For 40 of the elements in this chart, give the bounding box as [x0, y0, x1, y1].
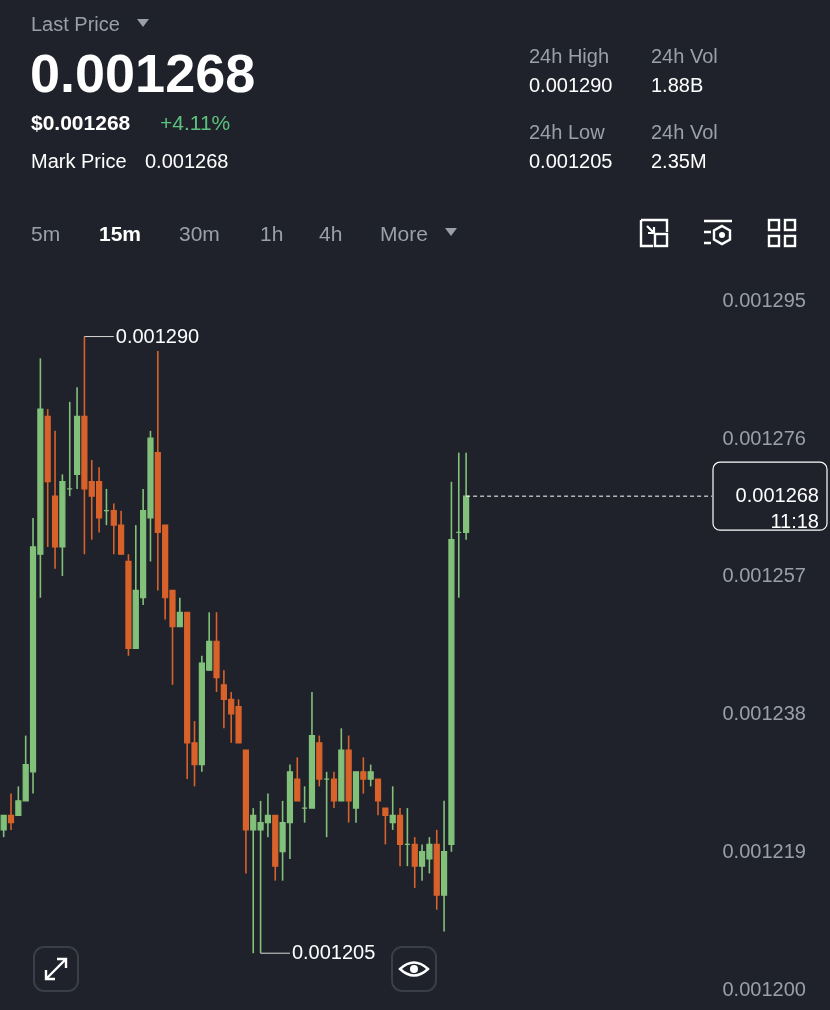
candlestick [374, 778, 382, 817]
text: 1.88B [651, 74, 704, 96]
text: More [380, 222, 428, 245]
y-tick-label: 0.001276 [722, 426, 806, 449]
y-tick-label: 0.001295 [722, 288, 806, 311]
text: 24h Low [529, 121, 605, 143]
candlestick [294, 756, 301, 802]
candlestick [176, 596, 183, 628]
text: 1h [260, 222, 284, 245]
y-tick-label: 0.001200 [722, 977, 806, 1000]
text: +4.11% [160, 111, 231, 134]
candlestick [0, 814, 7, 838]
y-tick-label: 0.001257 [722, 564, 806, 587]
text: 30m [179, 222, 220, 245]
candlestick [360, 756, 367, 795]
text: 24h Vol [651, 121, 718, 143]
text: $0.001268 [31, 111, 131, 134]
text: 0.001268 [30, 43, 256, 103]
ref-line-label: 0.001268 11:18 [735, 484, 819, 533]
candlestick [367, 763, 374, 788]
candlestick [7, 792, 15, 831]
text: 0.001205 [529, 150, 613, 172]
candlestick [330, 771, 338, 809]
text: 5m [31, 222, 61, 245]
text: 4h [319, 222, 343, 245]
candlestick [411, 836, 418, 889]
y-tick-label: 0.001219 [722, 840, 806, 863]
y-tick-label: 0.001238 [722, 702, 806, 725]
chart-title: 0.001268 [145, 150, 229, 172]
annotation: 0.001205 [291, 941, 376, 964]
text: 24h Vol [651, 45, 718, 67]
candlestick [382, 807, 389, 846]
text: 15m [99, 222, 142, 245]
candlestick [389, 785, 396, 831]
annotation: 0.001290 [115, 324, 200, 347]
text: Last Price [31, 13, 120, 35]
text: 24h High [529, 45, 610, 67]
text: 2.35M [651, 150, 707, 172]
text: 0.001290 [529, 74, 613, 96]
text: Mark Price [31, 150, 127, 172]
